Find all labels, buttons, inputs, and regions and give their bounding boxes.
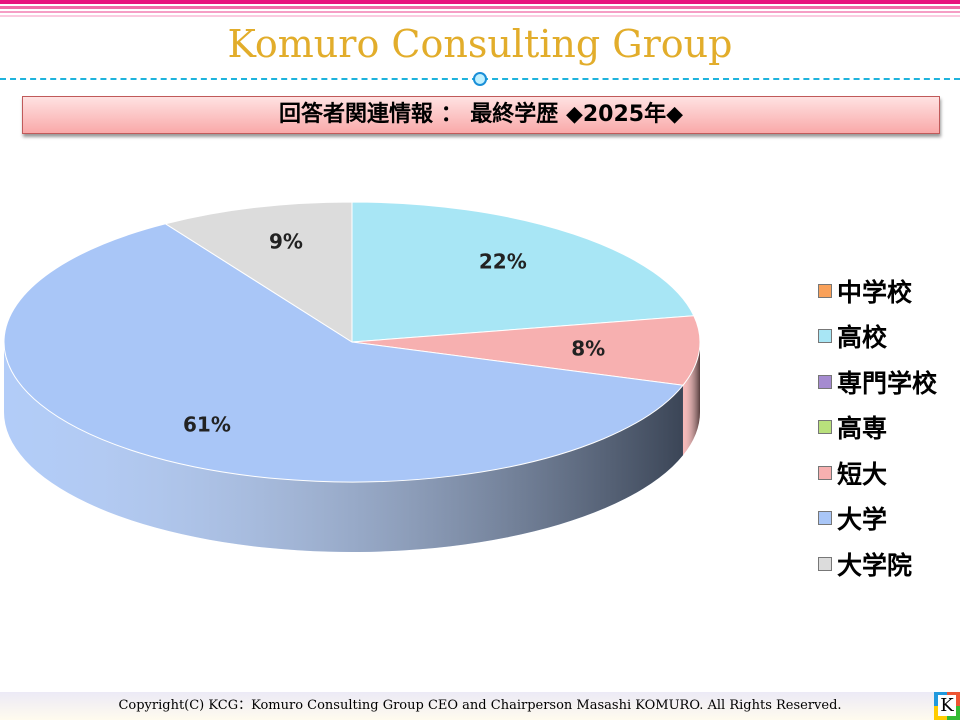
data-label: 61% — [183, 413, 231, 437]
copyright: Copyright(C) KCG：Komuro Consulting Group… — [0, 692, 960, 720]
legend-label: 高専 — [837, 414, 888, 444]
pie-chart: 22% 8% 61% 9% — [3, 201, 701, 552]
data-label: 9% — [269, 229, 303, 253]
pie-slice-高校 — [351, 201, 695, 343]
ring-icon — [473, 72, 487, 86]
legend-item: 中学校 — [818, 268, 937, 314]
legend-swatch — [818, 465, 832, 480]
header-stripe — [0, 15, 960, 17]
legend-label: 大学 — [837, 505, 888, 535]
slide-title: 回答者関連情報 ： 最終学歴 ◆2025年◆ — [22, 96, 940, 134]
pie-slice-短大 — [351, 315, 701, 386]
legend-swatch — [818, 329, 832, 344]
pie-side-shade — [682, 342, 700, 456]
pie-slice-大学 — [3, 223, 684, 483]
legend-label: 高校 — [837, 323, 888, 353]
legend-label: 専門学校 — [837, 368, 938, 398]
legend-swatch — [818, 556, 832, 571]
legend-swatch — [818, 283, 832, 298]
legend-item: 高専 — [818, 405, 937, 451]
legend-item: 短大 — [818, 450, 937, 496]
legend-label: 中学校 — [837, 277, 913, 307]
legend-label: 短大 — [837, 459, 888, 489]
legend-item: 大学院 — [818, 541, 937, 587]
legend-swatch — [818, 374, 832, 389]
legend-item: 専門学校 — [818, 359, 937, 405]
header-stripe — [0, 6, 960, 9]
k-logo-right: K — [934, 692, 960, 720]
pie-slice-大学院 — [164, 201, 353, 343]
data-label: 8% — [571, 337, 605, 361]
company-title: Komuro Consulting Group — [227, 22, 733, 66]
legend-item: 大学 — [818, 496, 937, 542]
header-stripe — [0, 11, 960, 13]
legend-swatch — [818, 420, 832, 435]
pie-side-shade — [4, 342, 683, 552]
legend-label: 大学院 — [837, 550, 913, 580]
legend-swatch — [818, 511, 832, 526]
legend-item: 高校 — [818, 314, 937, 360]
data-label: 22% — [479, 249, 527, 273]
header-stripe — [0, 0, 960, 4]
legend: 中学校高校専門学校高専短大大学大学院 — [818, 268, 937, 587]
